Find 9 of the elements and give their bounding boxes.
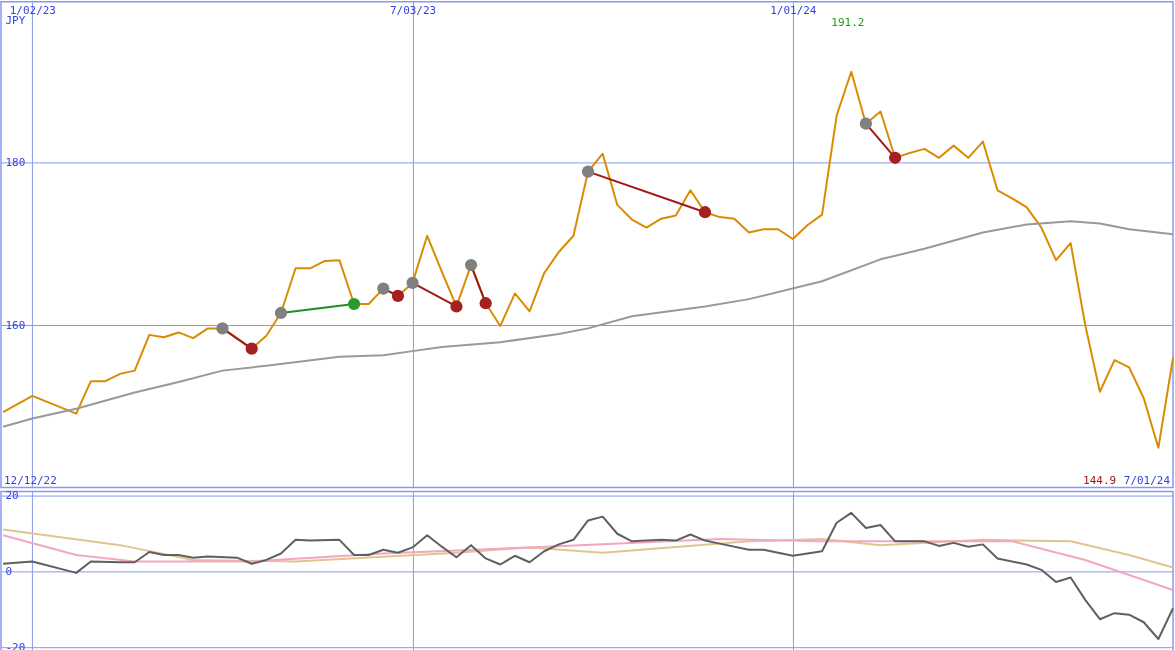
annotation: 191.2: [831, 15, 865, 29]
y-tick-label: -20: [5, 640, 26, 650]
annotation: 7/01/24: [1123, 473, 1171, 487]
annotation: 144.9: [1083, 473, 1117, 487]
y-tick-label: 20: [5, 488, 19, 502]
y-tick-label: 0: [5, 564, 13, 578]
x-tick-label: 7/03/23: [389, 4, 437, 18]
annotation: 12/12/22: [3, 473, 57, 487]
y-tick-label: 180: [5, 156, 26, 170]
